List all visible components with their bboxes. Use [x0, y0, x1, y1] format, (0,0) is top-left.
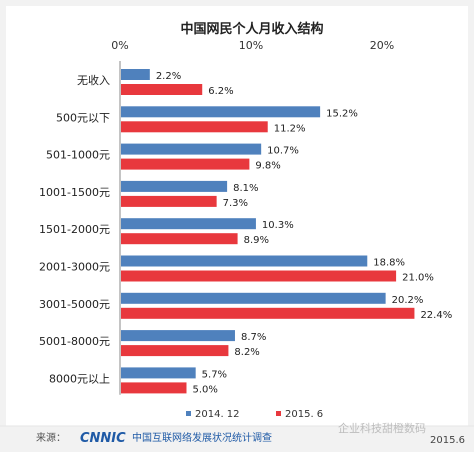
category-label: 3001-5000元: [39, 298, 110, 311]
bar-2015-6: [121, 195, 217, 207]
data-label: 5.7%: [202, 369, 227, 380]
data-label: 18.8%: [373, 258, 405, 269]
bar-2015-6: [121, 233, 238, 245]
org-name: 中国互联网络发展状况统计调查: [132, 431, 272, 444]
category-label: 无收入: [77, 73, 110, 87]
category-label: 501-1000元: [46, 149, 110, 162]
category-label: 5001-8000元: [39, 335, 110, 348]
bar-2014-12: [121, 106, 321, 118]
category-label: 1001-1500元: [39, 186, 110, 199]
bar-2014-12: [121, 218, 256, 230]
bar-2015-6: [121, 307, 415, 319]
data-label: 9.8%: [255, 161, 280, 172]
data-label: 6.2%: [208, 86, 233, 97]
bar-2014-12: [121, 367, 196, 379]
bar-2014-12: [121, 255, 368, 267]
bar-2015-6: [121, 121, 268, 133]
org-logo: CNNIC: [80, 431, 126, 446]
footer: 来源： CNNIC 中国互联网络发展状况统计调查 企业科技甜橙数码 2015.6: [36, 421, 465, 446]
x-tick-label: 0%: [111, 39, 128, 52]
data-label: 21.0%: [402, 273, 434, 284]
data-label: 11.2%: [274, 123, 306, 134]
watermark: 企业科技甜橙数码: [338, 421, 426, 435]
data-label: 20.2%: [392, 295, 424, 306]
x-tick-label: 10%: [239, 39, 263, 52]
legend: 2014. 12 2015. 6: [186, 409, 323, 420]
legend-swatch: [276, 411, 281, 416]
bar-2015-6: [121, 345, 229, 357]
bar-2015-6: [121, 158, 250, 170]
category-label: 500元以下: [56, 111, 110, 124]
data-label: 8.7%: [241, 332, 266, 343]
footer-date: 2015.6: [430, 435, 465, 446]
data-label: 8.9%: [244, 235, 269, 246]
bar-2014-12: [121, 143, 262, 155]
legend-swatch: [186, 411, 191, 416]
category-label: 8000元以上: [49, 372, 110, 385]
x-tick-label: 20%: [370, 39, 394, 52]
bar-2014-12: [121, 330, 235, 342]
plot-panel: [6, 6, 468, 426]
source-label: 来源：: [36, 431, 66, 444]
chart-title: 中国网民个人月收入结构: [180, 21, 323, 37]
data-label: 22.4%: [420, 310, 452, 321]
bar-2015-6: [121, 270, 397, 282]
category-label: 2001-3000元: [39, 261, 110, 274]
bar-2014-12: [121, 69, 150, 80]
data-label: 8.2%: [234, 347, 259, 358]
bar-2014-12: [121, 292, 386, 304]
data-label: 10.3%: [262, 220, 294, 231]
data-label: 10.7%: [267, 146, 299, 157]
data-label: 7.3%: [223, 198, 248, 209]
bar-2015-6: [121, 382, 187, 394]
category-label: 1501-2000元: [39, 223, 110, 236]
bar-2014-12: [121, 180, 228, 192]
legend-label: 2014. 12: [195, 409, 240, 420]
data-label: 5.0%: [193, 384, 218, 395]
data-label: 2.2%: [156, 71, 181, 82]
legend-label: 2015. 6: [285, 409, 323, 420]
data-label: 8.1%: [233, 183, 258, 194]
data-label: 15.2%: [326, 108, 358, 119]
bar-2015-6: [121, 84, 203, 95]
